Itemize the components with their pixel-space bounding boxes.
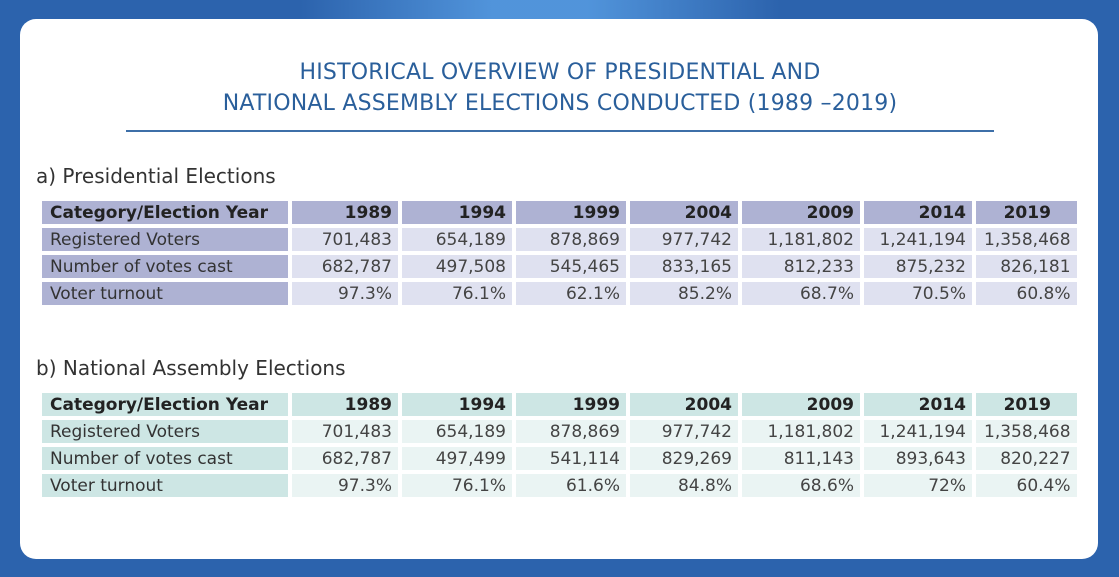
table-row: Voter turnout 97.3% 76.1% 62.1% 85.2% 68…	[42, 282, 1077, 305]
table-cell: 1,181,802	[742, 228, 860, 251]
column-header: 1994	[402, 201, 512, 224]
column-header: 2009	[742, 201, 860, 224]
table-row: Registered Voters 701,483 654,189 878,86…	[42, 228, 1077, 251]
row-label: Registered Voters	[42, 420, 288, 443]
table-cell: 72%	[864, 474, 972, 497]
row-label: Number of votes cast	[42, 255, 288, 278]
table-cell: 84.8%	[630, 474, 738, 497]
table-cell: 1,241,194	[864, 228, 972, 251]
table-cell: 701,483	[292, 228, 398, 251]
row-label: Registered Voters	[42, 228, 288, 251]
table-cell: 893,643	[864, 447, 972, 470]
table-cell: 977,742	[630, 228, 738, 251]
table-cell: 1,358,468	[976, 420, 1077, 443]
table-cell: 97.3%	[292, 474, 398, 497]
table-cell: 60.8%	[976, 282, 1077, 305]
row-label: Number of votes cast	[42, 447, 288, 470]
presidential-table: Category/Election Year 1989 1994 1999 20…	[38, 197, 1081, 309]
column-header: 1999	[516, 393, 626, 416]
table-header-row: Category/Election Year 1989 1994 1999 20…	[42, 201, 1077, 224]
table-cell: 1,241,194	[864, 420, 972, 443]
table-cell: 826,181	[976, 255, 1077, 278]
table-cell: 875,232	[864, 255, 972, 278]
column-header: 2019	[976, 201, 1077, 224]
table-cell: 701,483	[292, 420, 398, 443]
column-header: 2019	[976, 393, 1077, 416]
table-cell: 682,787	[292, 255, 398, 278]
table-cell: 654,189	[402, 228, 512, 251]
table-cell: 545,465	[516, 255, 626, 278]
column-header: 2014	[864, 393, 972, 416]
column-header: 2004	[630, 393, 738, 416]
table-cell: 497,508	[402, 255, 512, 278]
table-row: Number of votes cast 682,787 497,499 541…	[42, 447, 1077, 470]
column-header: Category/Election Year	[42, 393, 288, 416]
table-cell: 878,869	[516, 228, 626, 251]
table-row: Number of votes cast 682,787 497,508 545…	[42, 255, 1077, 278]
table-header-row: Category/Election Year 1989 1994 1999 20…	[42, 393, 1077, 416]
column-header: 1989	[292, 393, 398, 416]
table-cell: 812,233	[742, 255, 860, 278]
table-cell: 76.1%	[402, 282, 512, 305]
national-assembly-heading: b) National Assembly Elections	[36, 356, 346, 380]
background-glow	[300, 0, 780, 20]
table-cell: 811,143	[742, 447, 860, 470]
table-cell: 541,114	[516, 447, 626, 470]
table-cell: 70.5%	[864, 282, 972, 305]
row-label: Voter turnout	[42, 474, 288, 497]
table-cell: 97.3%	[292, 282, 398, 305]
table-cell: 1,358,468	[976, 228, 1077, 251]
title-divider	[126, 130, 994, 132]
column-header: 1989	[292, 201, 398, 224]
presidential-heading: a) Presidential Elections	[36, 164, 276, 188]
title-line-1: HISTORICAL OVERVIEW OF PRESIDENTIAL AND	[299, 60, 821, 85]
page-title: HISTORICAL OVERVIEW OF PRESIDENTIAL AND …	[20, 57, 1100, 119]
table-cell: 682,787	[292, 447, 398, 470]
table-cell: 1,181,802	[742, 420, 860, 443]
table-cell: 85.2%	[630, 282, 738, 305]
table-cell: 497,499	[402, 447, 512, 470]
table-cell: 977,742	[630, 420, 738, 443]
table-cell: 833,165	[630, 255, 738, 278]
table-cell: 878,869	[516, 420, 626, 443]
row-label: Voter turnout	[42, 282, 288, 305]
table-cell: 820,227	[976, 447, 1077, 470]
content-card: HISTORICAL OVERVIEW OF PRESIDENTIAL AND …	[20, 19, 1098, 559]
table-cell: 61.6%	[516, 474, 626, 497]
table-cell: 68.7%	[742, 282, 860, 305]
title-line-2: NATIONAL ASSEMBLY ELECTIONS CONDUCTED (1…	[222, 91, 898, 116]
table-cell: 60.4%	[976, 474, 1077, 497]
column-header: Category/Election Year	[42, 201, 288, 224]
table-cell: 829,269	[630, 447, 738, 470]
table-cell: 62.1%	[516, 282, 626, 305]
table-cell: 68.6%	[742, 474, 860, 497]
table-row: Registered Voters 701,483 654,189 878,86…	[42, 420, 1077, 443]
column-header: 2004	[630, 201, 738, 224]
column-header: 2014	[864, 201, 972, 224]
table-cell: 76.1%	[402, 474, 512, 497]
column-header: 1994	[402, 393, 512, 416]
column-header: 2009	[742, 393, 860, 416]
table-cell: 654,189	[402, 420, 512, 443]
table-row: Voter turnout 97.3% 76.1% 61.6% 84.8% 68…	[42, 474, 1077, 497]
national-assembly-table: Category/Election Year 1989 1994 1999 20…	[38, 389, 1081, 501]
column-header: 1999	[516, 201, 626, 224]
